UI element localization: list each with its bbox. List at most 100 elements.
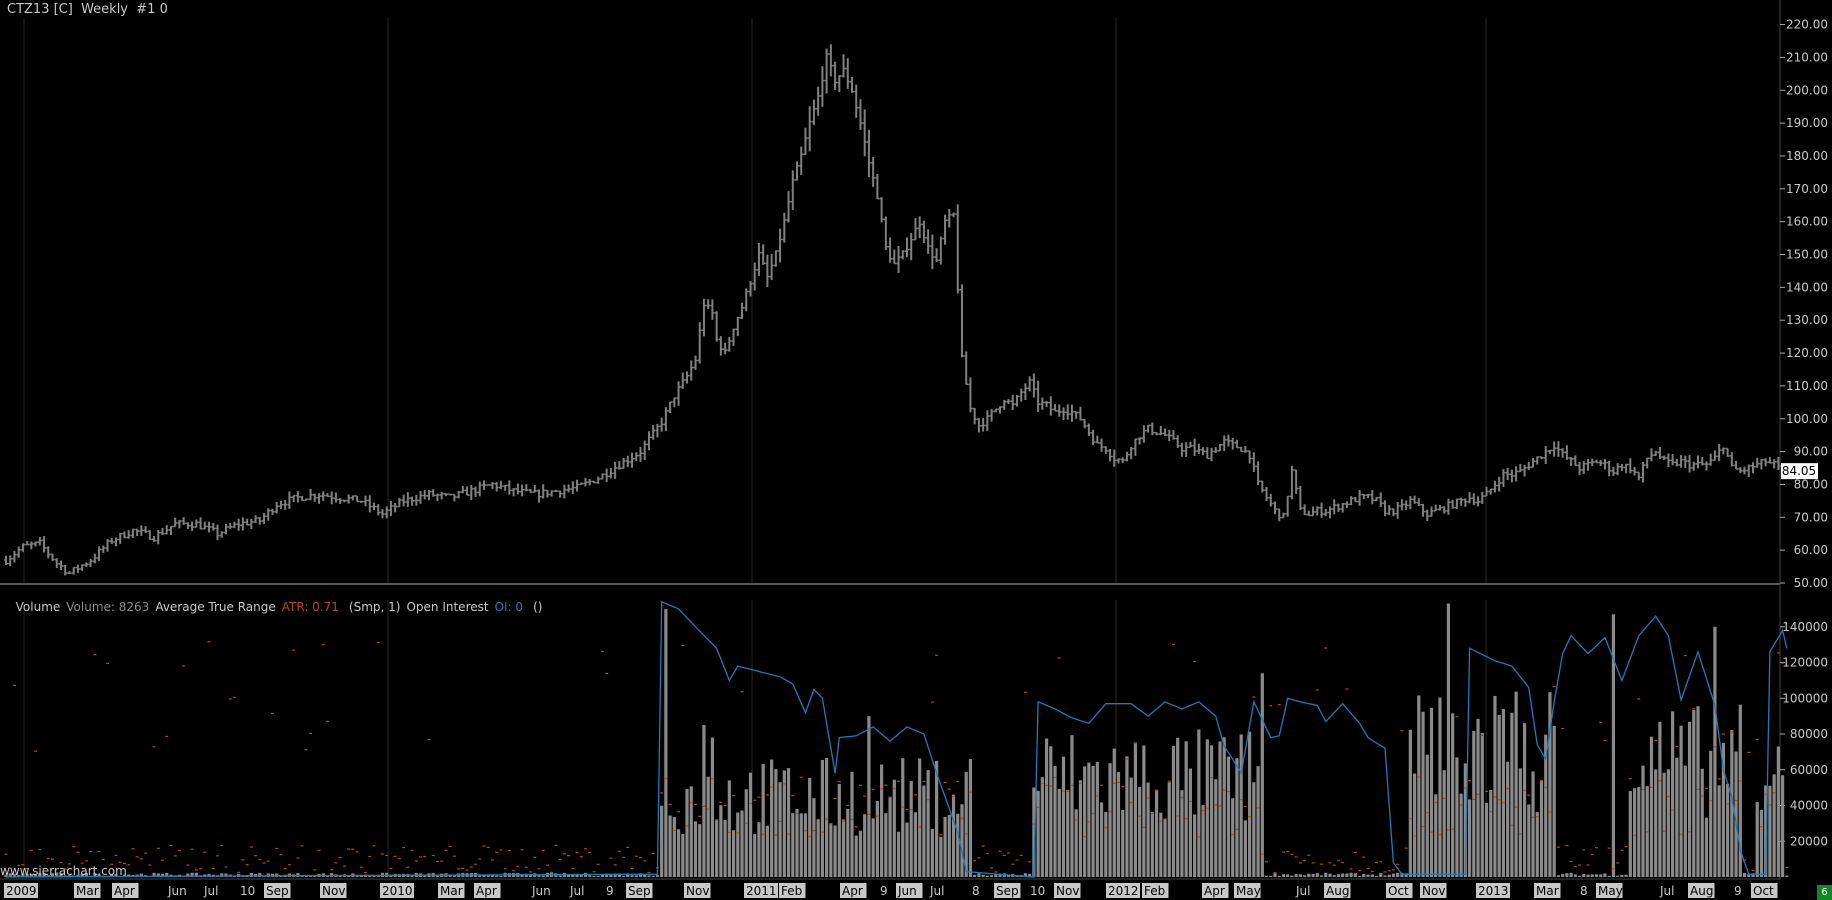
volume-bar — [1404, 873, 1408, 877]
x-axis-label-highlight — [74, 883, 101, 898]
volume-bar — [1108, 763, 1112, 877]
x-axis-label-highlight — [438, 883, 465, 898]
volume-bar — [165, 872, 169, 877]
volume-bar — [600, 874, 605, 877]
volume-bar — [25, 873, 29, 877]
volume-bar — [1434, 794, 1438, 877]
volume-bar — [1425, 754, 1429, 877]
x-axis-label: 2009 — [6, 884, 37, 898]
volume-bar — [29, 874, 33, 877]
price-axis-label: 70.00 — [1794, 510, 1828, 524]
x-axis-label-highlight — [1596, 883, 1623, 898]
volume-bar — [803, 813, 808, 877]
volume-bar — [1759, 809, 1764, 877]
volume-bar — [1281, 874, 1286, 877]
volume-bar — [1649, 736, 1654, 877]
volume-bar — [1687, 721, 1692, 877]
volume-bar — [1307, 873, 1311, 877]
volume-bar — [1248, 731, 1252, 877]
volume-bar — [998, 873, 1002, 877]
volume-bar — [1467, 799, 1472, 877]
volume-bar — [1188, 768, 1192, 877]
volume-bar — [42, 872, 46, 877]
volume-bar — [960, 804, 964, 877]
volume-bar — [880, 764, 884, 877]
volume-bar — [156, 873, 160, 877]
volume-bar — [135, 874, 139, 877]
volume-bar — [858, 830, 863, 877]
volume-bar — [34, 874, 38, 877]
volume-bar — [4, 874, 8, 877]
volume-bar — [1328, 873, 1332, 877]
volume-bar — [647, 875, 651, 877]
volume-bar — [1362, 873, 1366, 877]
volume-bar — [1726, 783, 1730, 877]
volume-bar — [1209, 745, 1214, 877]
volume-bar — [190, 872, 194, 877]
volume-bar — [1311, 873, 1315, 877]
volume-bar — [528, 874, 533, 877]
volume-bar — [17, 875, 21, 877]
volume-bar — [922, 785, 926, 877]
volume-bar — [799, 813, 803, 877]
volume-bar — [951, 794, 956, 877]
oi-params: () — [533, 600, 543, 614]
status-badge[interactable]: 6 — [1817, 885, 1832, 900]
volume-bar — [837, 783, 841, 877]
price-axis-label: 50.00 — [1794, 576, 1828, 590]
volume-bar — [537, 875, 541, 877]
volume-bar — [1683, 765, 1687, 877]
volume-bar — [122, 874, 127, 877]
volume-bar — [325, 875, 330, 877]
x-axis-label-highlight — [1106, 883, 1140, 898]
price-axis-label: 160.00 — [1786, 215, 1828, 229]
volume-bar — [685, 789, 689, 877]
volume-bar — [1112, 748, 1116, 877]
volume-bar — [1472, 730, 1476, 877]
volume-bar — [1544, 734, 1548, 877]
volume-bar — [968, 759, 973, 877]
volume-bar — [1358, 875, 1362, 877]
x-axis-label: Feb — [1144, 884, 1165, 898]
volume-bar — [668, 815, 672, 877]
volume-bar — [1451, 713, 1455, 877]
volume-bar — [1552, 726, 1556, 877]
price-axis-label: 150.00 — [1786, 248, 1828, 262]
volume-bar — [224, 873, 228, 877]
volume-bar — [1768, 785, 1772, 877]
last-price-label: 84.05 — [1782, 464, 1816, 478]
volume-bar — [1341, 873, 1345, 877]
volume-bar — [774, 769, 778, 877]
volume-bar — [786, 768, 791, 877]
volume-bar — [901, 758, 905, 877]
volume-bar — [1421, 711, 1425, 877]
volume-bar — [1264, 875, 1269, 877]
x-axis-label: Jul — [203, 884, 218, 898]
volume-axis-label: 20000 — [1790, 834, 1828, 848]
volume-bar — [1269, 875, 1273, 877]
volume-bar — [1231, 798, 1235, 877]
volume-bar — [1776, 746, 1780, 877]
volume-bar — [249, 872, 253, 877]
price-axis-label: 80.00 — [1794, 477, 1828, 491]
volume-bar — [1442, 770, 1446, 877]
volume-bar — [308, 875, 313, 877]
volume-bar — [613, 873, 617, 877]
volume-bar — [490, 874, 495, 877]
volume-axis-label: 80000 — [1790, 727, 1828, 741]
x-axis-label: Jul — [1659, 884, 1674, 898]
volume-bar — [863, 814, 867, 877]
volume-bar — [1366, 874, 1370, 877]
volume-bar — [1167, 782, 1171, 877]
volume-bar — [930, 829, 934, 877]
x-axis-label: Jul — [1295, 884, 1310, 898]
volume-bar — [943, 816, 947, 877]
volume-bar — [46, 875, 50, 877]
volume-bar — [220, 873, 224, 877]
volume-bar — [913, 812, 918, 877]
x-axis-label: Jun — [897, 884, 917, 898]
volume-bar — [782, 770, 786, 877]
x-axis-label: Feb — [781, 884, 802, 898]
volume-bar — [1709, 750, 1713, 877]
open-interest-line — [6, 600, 1788, 878]
